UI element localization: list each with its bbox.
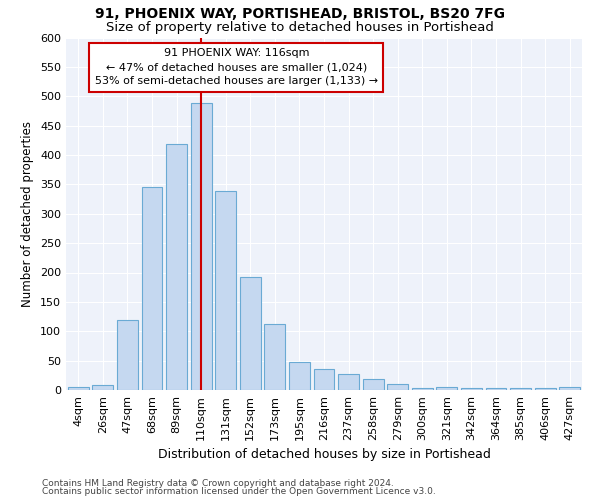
Bar [338, 374, 359, 390]
Text: 91, PHOENIX WAY, PORTISHEAD, BRISTOL, BS20 7FG: 91, PHOENIX WAY, PORTISHEAD, BRISTOL, BS… [95, 8, 505, 22]
Bar [191, 104, 212, 390]
X-axis label: Distribution of detached houses by size in Portishead: Distribution of detached houses by size … [158, 448, 490, 462]
Text: 91 PHOENIX WAY: 116sqm
← 47% of detached houses are smaller (1,024)
53% of semi-: 91 PHOENIX WAY: 116sqm ← 47% of detached… [95, 48, 378, 86]
Text: Contains public sector information licensed under the Open Government Licence v3: Contains public sector information licen… [42, 487, 436, 496]
Text: Contains HM Land Registry data © Crown copyright and database right 2024.: Contains HM Land Registry data © Crown c… [42, 478, 394, 488]
Bar [166, 144, 187, 390]
Bar [387, 384, 408, 390]
Bar [436, 387, 457, 390]
Bar [362, 380, 383, 390]
Bar [215, 192, 236, 390]
Bar [142, 188, 163, 390]
Bar [68, 387, 89, 390]
Bar [412, 388, 433, 390]
Bar [535, 388, 556, 390]
Bar [117, 320, 138, 390]
Bar [485, 388, 506, 390]
Bar [265, 324, 286, 390]
Bar [559, 387, 580, 390]
Bar [314, 370, 334, 390]
Bar [92, 386, 113, 390]
Bar [240, 277, 261, 390]
Y-axis label: Number of detached properties: Number of detached properties [22, 120, 34, 306]
Bar [289, 362, 310, 390]
Bar [461, 388, 482, 390]
Bar [510, 388, 531, 390]
Text: Size of property relative to detached houses in Portishead: Size of property relative to detached ho… [106, 21, 494, 34]
